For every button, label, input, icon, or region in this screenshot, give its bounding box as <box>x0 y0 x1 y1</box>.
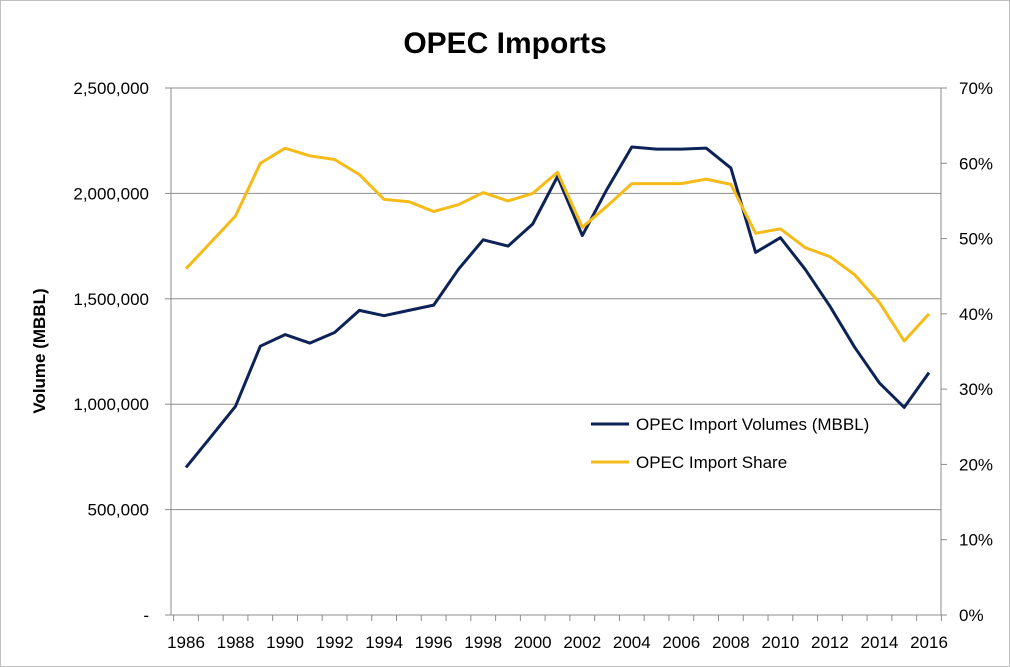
x-tick-label: 2002 <box>563 633 601 652</box>
y2-tick-label: 70% <box>959 79 993 98</box>
legend-label: OPEC Import Volumes (MBBL) <box>636 415 869 434</box>
y2-tick-label: 60% <box>959 154 993 173</box>
y-axis-label: Volume (MBBL) <box>30 288 49 413</box>
y2-tick-label: 50% <box>959 230 993 249</box>
x-tick-label: 2006 <box>662 633 700 652</box>
gridlines <box>171 87 941 511</box>
x-tick-labels: 1986 1988 1990 1992 1994 1996 1998 2000 2002 2004… <box>167 633 948 652</box>
y-tick-label: 2,500,000 <box>73 79 149 98</box>
legend: OPEC Import Volumes (MBBL) OPEC Import Sh… <box>591 415 869 472</box>
x-tick-label: 1992 <box>316 633 354 652</box>
y-tick-label: 2,000,000 <box>73 184 149 203</box>
y2-tick-label: 10% <box>959 531 993 550</box>
y-tick-label: - <box>143 606 149 625</box>
y-tick-label: 1,500,000 <box>73 290 149 309</box>
series-line <box>184 145 931 469</box>
x-tick-label: 2012 <box>811 633 849 652</box>
x-tick-label: 1988 <box>217 633 255 652</box>
y2-tick-label: 30% <box>959 380 993 399</box>
x-tick-label: 2010 <box>761 633 799 652</box>
series-lines <box>184 145 931 469</box>
x-tick-label: 1986 <box>167 633 205 652</box>
x-tick-label: 1996 <box>415 633 453 652</box>
x-tick-label: 2014 <box>861 633 899 652</box>
x-tick-label: 2004 <box>613 633 651 652</box>
x-tick-label: 2008 <box>712 633 750 652</box>
axes <box>165 87 947 621</box>
y-tick-labels: - 500,000 1,000,000 1,500,000 2,000,000 2,500… <box>73 79 149 625</box>
y2-tick-label: 20% <box>959 455 993 474</box>
x-tick-label: 2016 <box>910 633 948 652</box>
y2-tick-label: 40% <box>959 305 993 324</box>
y2-tick-label: 0% <box>959 606 984 625</box>
x-tick-label: 1998 <box>464 633 502 652</box>
y2-tick-labels: 0% 10% 20% 30% 40% 50% 60% 70% <box>959 79 993 625</box>
series-line <box>184 146 931 343</box>
y-tick-label: 500,000 <box>88 501 149 520</box>
legend-label: OPEC Import Share <box>636 453 787 472</box>
x-tick-label: 1990 <box>266 633 304 652</box>
x-tick-label: 1994 <box>365 633 403 652</box>
y-tick-label: 1,000,000 <box>73 395 149 414</box>
x-tick-label: 2000 <box>514 633 552 652</box>
chart-title: OPEC Imports <box>403 27 606 60</box>
